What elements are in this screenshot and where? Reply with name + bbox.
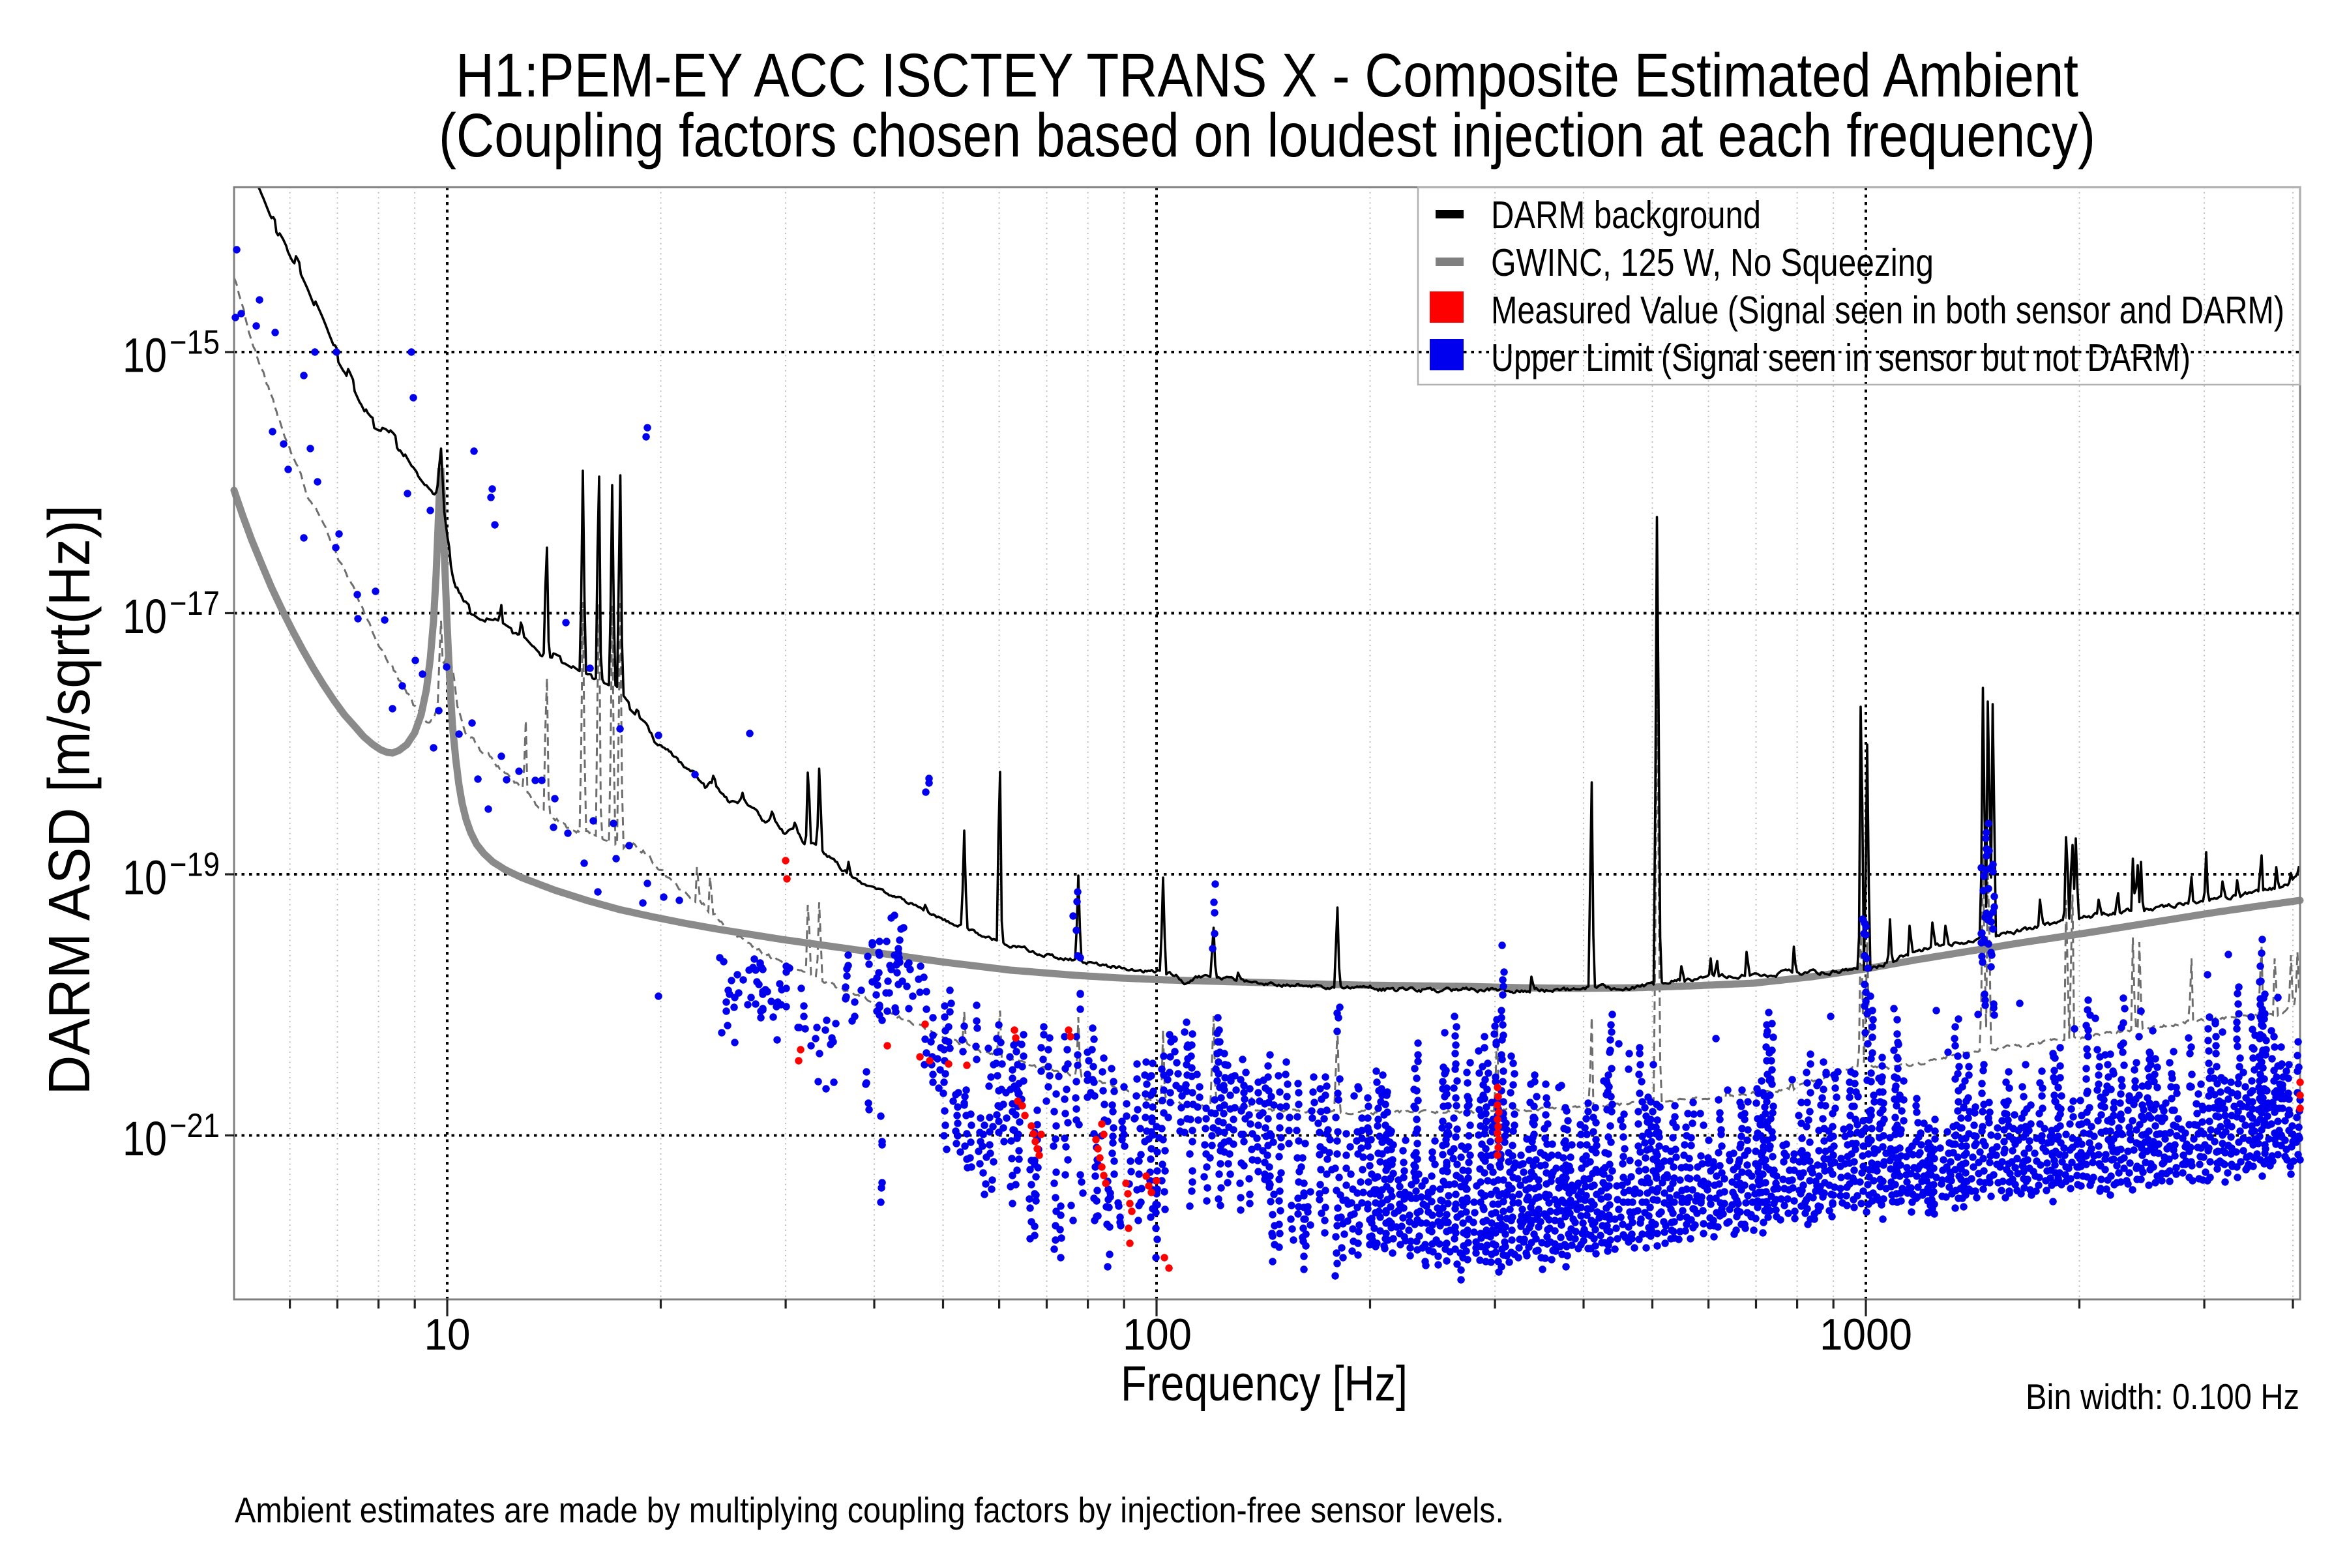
- svg-text:Bin width: 0.100 Hz: Bin width: 0.100 Hz: [2026, 1376, 2299, 1417]
- svg-text:10: 10: [123, 851, 167, 905]
- svg-text:−17: −17: [170, 585, 220, 623]
- svg-text:10: 10: [123, 1112, 167, 1166]
- svg-text:−15: −15: [170, 324, 220, 362]
- svg-text:10: 10: [123, 589, 167, 643]
- svg-text:10: 10: [424, 1310, 471, 1359]
- svg-text:H1:PEM-EY ACC ISCTEY TRANS X -: H1:PEM-EY ACC ISCTEY TRANS X - Composite…: [456, 41, 2078, 110]
- svg-text:Upper Limit (Signal seen in se: Upper Limit (Signal seen in sensor but n…: [1491, 336, 2191, 379]
- svg-text:DARM background: DARM background: [1491, 194, 1761, 237]
- svg-text:−21: −21: [170, 1107, 220, 1145]
- svg-text:(Coupling factors chosen based: (Coupling factors chosen based on loudes…: [439, 101, 2095, 170]
- svg-text:1000: 1000: [1820, 1310, 1912, 1359]
- svg-text:DARM ASD [m/sqrt(Hz)]: DARM ASD [m/sqrt(Hz)]: [37, 505, 102, 1095]
- svg-text:Frequency [Hz]: Frequency [Hz]: [1121, 1356, 1408, 1412]
- svg-text:Measured Value (Signal seen in: Measured Value (Signal seen in both sens…: [1491, 289, 2284, 332]
- svg-text:10: 10: [123, 329, 167, 383]
- svg-text:100: 100: [1123, 1310, 1192, 1359]
- svg-text:−19: −19: [170, 846, 220, 884]
- svg-text:Ambient estimates are made by: Ambient estimates are made by multiplyin…: [235, 1490, 1504, 1530]
- svg-text:GWINC, 125 W, No Squeezing: GWINC, 125 W, No Squeezing: [1491, 241, 1934, 284]
